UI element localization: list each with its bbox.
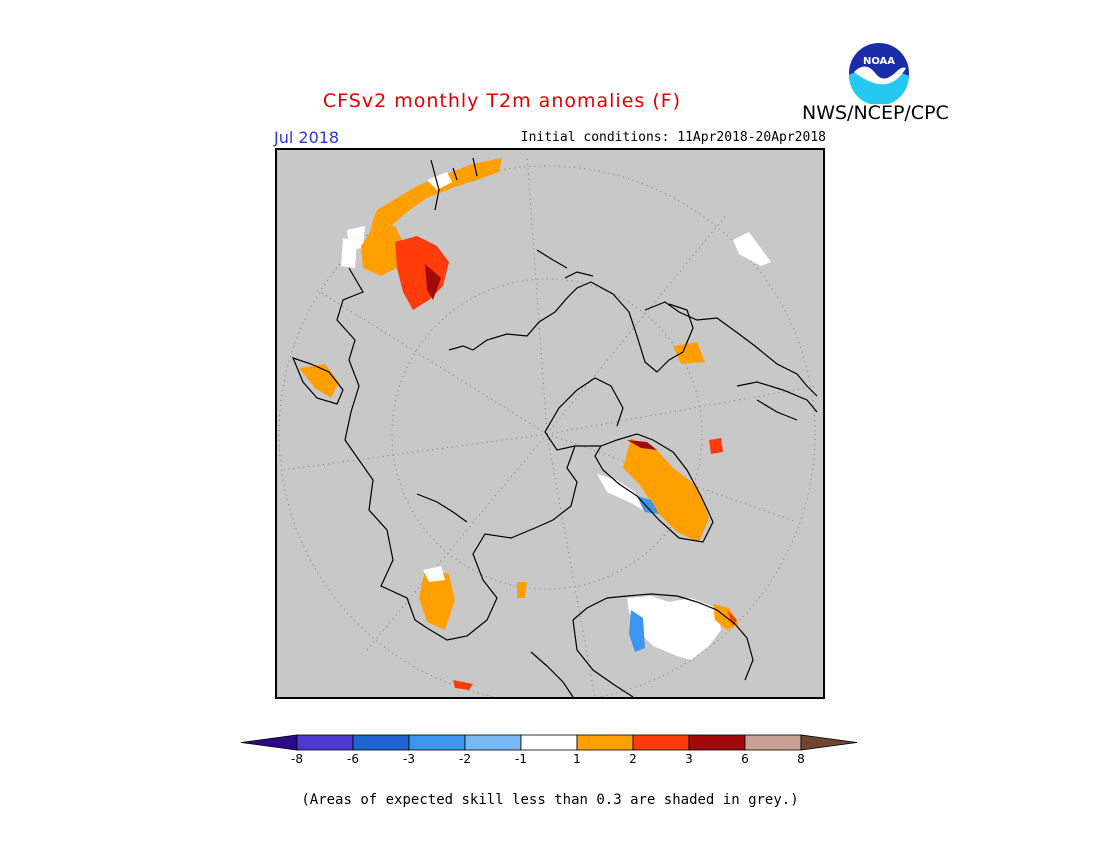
anomaly-neutral-east-asia [423, 566, 445, 582]
anomaly-hot-japan [453, 680, 473, 690]
polar-map [275, 148, 825, 699]
anomaly-warm-sea-of-okhotsk [517, 582, 527, 598]
colorbar-tick-label: 1 [573, 752, 581, 766]
anomaly-veryhot-central-asia [425, 264, 441, 300]
colorbar-bin [352, 734, 410, 751]
anomaly-warm-europe [299, 364, 339, 398]
colorbar-bin [296, 734, 354, 751]
colorbar-bin [632, 734, 690, 751]
colorbar-bin [744, 734, 802, 751]
colorbar-tick-label: -8 [291, 752, 303, 766]
anomaly-hot-newfoundland [727, 610, 737, 626]
colorbar-tick-label: -1 [515, 752, 527, 766]
forecast-month: Jul 2018 [274, 128, 340, 147]
colorbar-tick-label: -6 [347, 752, 359, 766]
colorbar-bin [520, 734, 578, 751]
colorbar-bin [408, 734, 466, 751]
anomaly-hot-greenland-north [627, 440, 657, 450]
colorbar-bin [576, 734, 634, 751]
anomaly-hot-central-asia [395, 236, 449, 310]
colorbar-tick-label: -3 [403, 752, 415, 766]
noaa-logo-icon: NOAA [848, 43, 909, 104]
graticule [278, 154, 818, 697]
anomaly-hot-iceland [709, 438, 723, 454]
chart-title: CFSv2 monthly T2m anomalies (F) [322, 90, 682, 112]
anomaly-neutral-siberia [347, 172, 452, 250]
anomaly-neutral-greenland [597, 474, 643, 510]
anomaly-neutral-canada [627, 596, 721, 660]
skill-footnote: (Areas of expected skill less than 0.3 a… [301, 792, 799, 808]
anomaly-neutral-alaska [733, 232, 771, 266]
anomaly-warm-central-asia [361, 226, 405, 276]
colorbar-tick-label: 6 [741, 752, 749, 766]
colorbar [240, 734, 858, 751]
initial-conditions: Initial conditions: 11Apr2018-20Apr2018 [520, 130, 826, 145]
colorbar-bin [240, 734, 298, 751]
anomaly-warm-alaska [673, 342, 705, 364]
colorbar-tick-label: 2 [629, 752, 637, 766]
anomaly-warm-siberia [369, 158, 502, 236]
anomaly-cool-greenland [637, 496, 659, 514]
colorbar-bin [464, 734, 522, 751]
anomaly-neutral-asia-west [341, 238, 357, 268]
anomaly-warm-greenland [623, 438, 709, 542]
colorbar-bin [800, 734, 858, 751]
anomaly-warm-east-asia [419, 570, 455, 630]
agency-label: NWS/NCEP/CPC [802, 102, 949, 124]
coastlines [291, 157, 818, 697]
polar-map-canvas [278, 154, 818, 697]
colorbar-tick-label: 3 [685, 752, 693, 766]
anomaly-cool-canada [629, 610, 645, 652]
colorbar-tick-label: 8 [797, 752, 805, 766]
anomaly-patches [299, 158, 771, 690]
colorbar-bin [688, 734, 746, 751]
svg-text:NOAA: NOAA [863, 56, 895, 67]
colorbar-tick-label: -2 [459, 752, 471, 766]
